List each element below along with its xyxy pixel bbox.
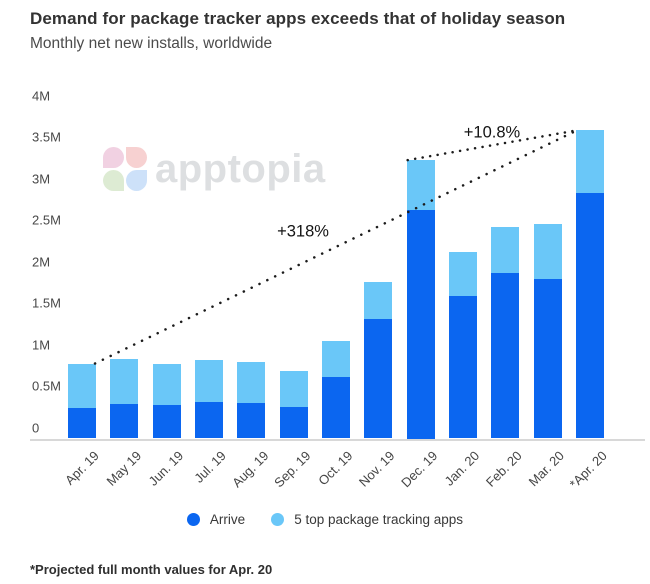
logo-petal-red bbox=[126, 147, 147, 168]
bar--apr-20 bbox=[575, 130, 604, 439]
legend-swatch-icon bbox=[186, 513, 200, 526]
y-tick-label: 0 bbox=[32, 420, 40, 436]
bar-segment-arrive bbox=[448, 296, 477, 439]
chart-title: Demand for package tracker apps exceeds … bbox=[30, 9, 566, 28]
x-tick-label: *Apr. 20 bbox=[566, 448, 610, 492]
legend-label: 5 top package tracking apps bbox=[294, 512, 464, 527]
bar-sep-19 bbox=[279, 371, 308, 439]
bar-apr-19 bbox=[68, 363, 96, 439]
legend-item-arrive: Arrive bbox=[186, 512, 246, 527]
bar-jun-19 bbox=[152, 364, 181, 439]
x-tick-label: Oct. 19 bbox=[315, 448, 356, 489]
bar-segment-arrive bbox=[237, 402, 266, 439]
bar-segment-top-apps bbox=[448, 252, 477, 297]
bar-jul-19 bbox=[194, 360, 223, 439]
bar-segment-arrive bbox=[364, 319, 393, 439]
bar-segment-arrive bbox=[575, 193, 604, 439]
bar-segment-arrive bbox=[491, 273, 520, 439]
y-tick-label: 3M bbox=[32, 171, 51, 187]
bar-segment-arrive bbox=[533, 279, 562, 439]
bar-segment-arrive bbox=[279, 406, 308, 439]
growth-annotation: +10.8% bbox=[463, 123, 521, 142]
bar-feb-20 bbox=[491, 227, 520, 439]
bar-segment-top-apps bbox=[533, 223, 562, 280]
x-axis-line bbox=[30, 439, 645, 441]
y-tick-label: 1.5M bbox=[32, 295, 61, 311]
bar-jan-20 bbox=[448, 252, 477, 439]
bar-segment-arrive bbox=[406, 210, 435, 439]
bar-segment-arrive bbox=[68, 407, 96, 439]
y-tick-label: 4M bbox=[32, 88, 51, 104]
logo-petal-blue bbox=[126, 170, 147, 191]
y-tick-label: 0.5M bbox=[32, 378, 61, 394]
apptopia-logo-icon bbox=[103, 147, 147, 191]
apptopia-watermark: apptopia bbox=[103, 147, 326, 191]
footnote: *Projected full month values for Apr. 20 bbox=[30, 562, 273, 577]
bar-segment-top-apps bbox=[364, 281, 393, 320]
legend-swatch-icon bbox=[271, 513, 285, 526]
bar-segment-top-apps bbox=[575, 130, 604, 194]
bar-nov-19 bbox=[364, 281, 393, 439]
apptopia-wordmark: apptopia bbox=[155, 147, 326, 191]
x-tick-label: Jun. 19 bbox=[145, 448, 187, 489]
x-tick-label: Mar. 20 bbox=[525, 448, 568, 490]
bar-segment-top-apps bbox=[68, 363, 96, 408]
bar-segment-arrive bbox=[152, 405, 181, 439]
logo-petal-pink bbox=[103, 147, 124, 168]
bar-segment-top-apps bbox=[491, 227, 520, 274]
x-tick-label: Apr. 19 bbox=[61, 448, 102, 488]
bar-may-19 bbox=[110, 359, 139, 439]
x-tick-label: Jan. 20 bbox=[441, 448, 483, 489]
legend: Arrive 5 top package tracking apps bbox=[0, 512, 650, 527]
x-tick-label: Nov. 19 bbox=[356, 448, 398, 490]
chart-subtitle: Monthly net new installs, worldwide bbox=[30, 35, 273, 52]
y-tick-label: 3.5M bbox=[32, 129, 61, 145]
legend-item-5: 5 top package tracking apps bbox=[271, 512, 463, 527]
bar-segment-top-apps bbox=[406, 160, 435, 211]
bar-segment-top-apps bbox=[110, 359, 139, 404]
bar-segment-top-apps bbox=[194, 360, 223, 402]
x-tick-label: May 19 bbox=[103, 448, 144, 489]
x-tick-label: Feb. 20 bbox=[483, 448, 525, 490]
bar-mar-20 bbox=[533, 223, 562, 439]
y-tick-label: 2M bbox=[32, 254, 51, 270]
bar-segment-arrive bbox=[321, 377, 350, 439]
x-tick-label: Aug. 19 bbox=[228, 448, 271, 491]
bar-oct-19 bbox=[321, 340, 350, 439]
legend-label: Arrive bbox=[209, 512, 246, 527]
bar-aug-19 bbox=[237, 361, 266, 439]
bar-dec-19 bbox=[406, 160, 435, 439]
x-tick-label: Jul. 19 bbox=[190, 448, 229, 486]
bar-segment-arrive bbox=[194, 401, 223, 439]
x-tick-label: Dec. 19 bbox=[397, 448, 441, 491]
bar-segment-top-apps bbox=[237, 361, 266, 403]
bar-segment-top-apps bbox=[321, 340, 350, 378]
bar-segment-arrive bbox=[110, 403, 139, 439]
bar-segment-top-apps bbox=[152, 364, 181, 406]
logo-petal-green bbox=[103, 170, 124, 191]
y-tick-label: 2.5M bbox=[32, 212, 61, 228]
growth-annotation: +318% bbox=[277, 222, 329, 241]
x-tick-label: Sep. 19 bbox=[270, 448, 314, 491]
y-tick-label: 1M bbox=[32, 337, 51, 353]
bar-segment-top-apps bbox=[279, 371, 308, 407]
